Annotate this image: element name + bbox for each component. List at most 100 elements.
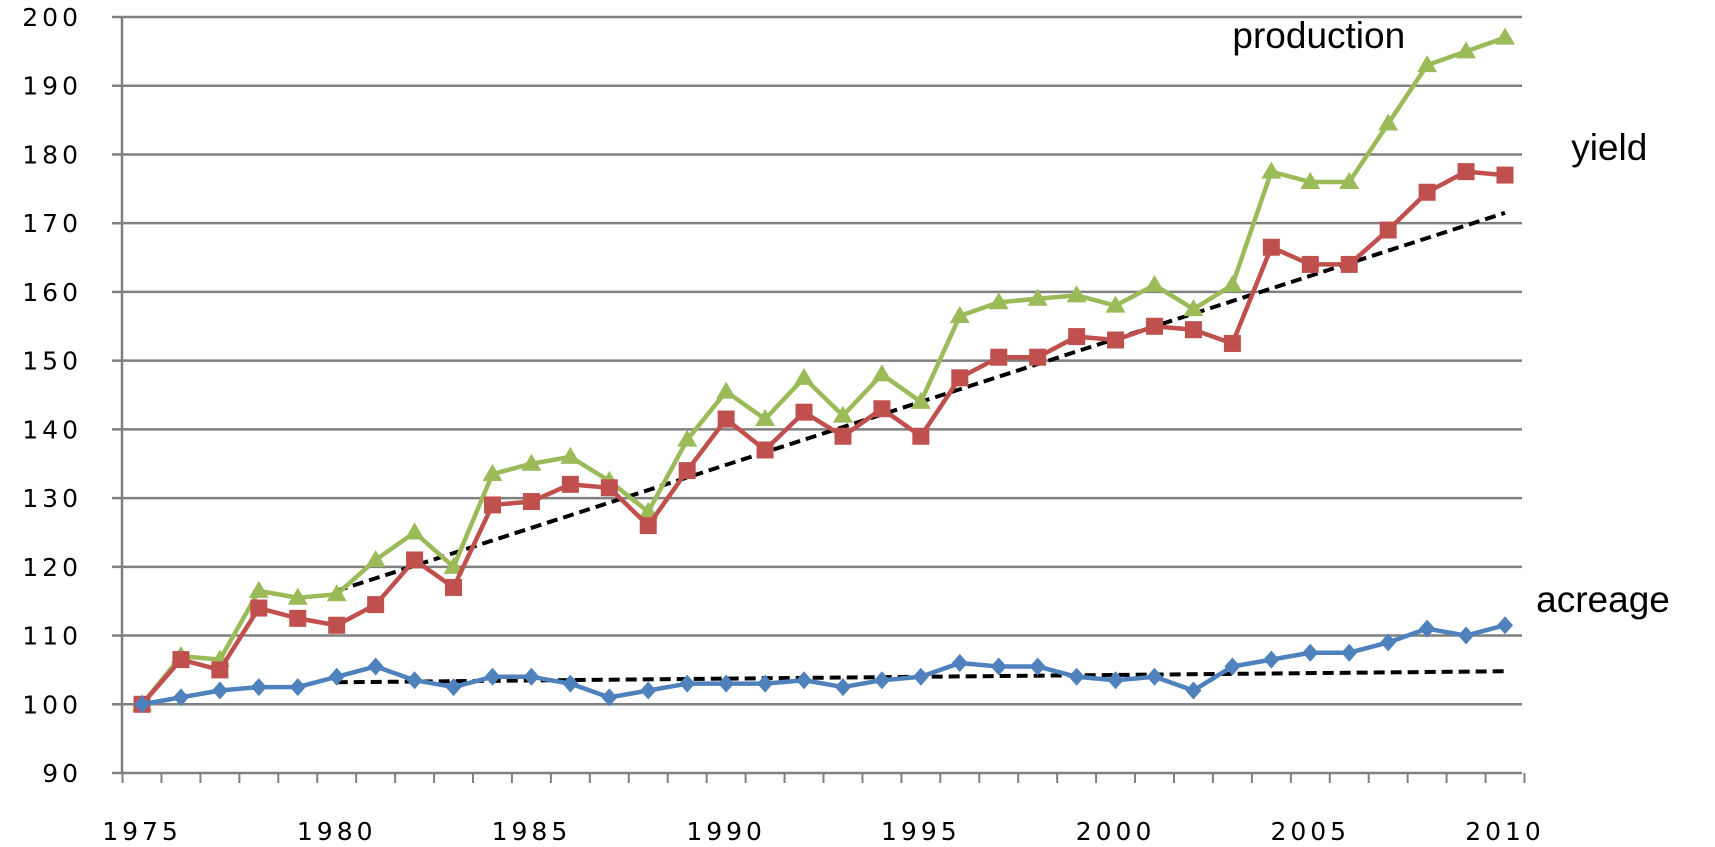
- data-point-production: [871, 364, 892, 382]
- data-point-yield: [406, 551, 424, 569]
- data-point-acreage: [757, 674, 774, 693]
- data-point-acreage: [367, 657, 384, 676]
- series-line-production: [140, 35, 1506, 706]
- data-point-acreage: [1380, 633, 1397, 652]
- y-tick-label: 100: [22, 690, 82, 719]
- data-point-production: [1144, 275, 1165, 293]
- y-tick-label: 160: [22, 278, 82, 307]
- data-point-yield: [1379, 221, 1397, 239]
- x-tick-label: 1985: [492, 817, 572, 846]
- data-point-yield: [1184, 321, 1202, 339]
- data-point-production: [1222, 275, 1243, 293]
- data-point-yield: [1262, 238, 1280, 256]
- data-point-yield: [600, 479, 618, 497]
- data-point-yield: [1301, 255, 1319, 273]
- data-point-production: [1261, 161, 1282, 179]
- data-point-acreage: [873, 671, 890, 690]
- data-point-production: [755, 409, 776, 427]
- series-label-production: production: [1232, 15, 1405, 56]
- x-tick-label: 1995: [881, 817, 961, 846]
- data-point-acreage: [1068, 667, 1085, 686]
- data-point-acreage: [640, 681, 657, 700]
- data-point-yield: [639, 517, 657, 535]
- data-point-production: [1300, 171, 1321, 189]
- data-point-acreage: [328, 667, 345, 686]
- data-point-yield: [951, 369, 969, 387]
- data-point-yield: [1340, 255, 1358, 273]
- series-line-acreage: [141, 623, 1506, 707]
- data-point-yield: [522, 493, 540, 511]
- data-point-acreage: [1263, 650, 1280, 669]
- y-tick-label: 190: [22, 72, 82, 101]
- data-point-production: [1495, 27, 1515, 45]
- data-point-yield: [678, 462, 696, 480]
- data-point-acreage: [172, 688, 189, 707]
- data-point-acreage: [912, 667, 929, 686]
- series-lines: [132, 27, 1515, 714]
- data-point-production: [521, 453, 542, 471]
- data-point-acreage: [484, 667, 501, 686]
- data-point-acreage: [406, 671, 423, 690]
- data-point-yield: [1418, 183, 1436, 201]
- data-point-production: [949, 305, 970, 323]
- data-point-production: [716, 381, 737, 399]
- x-tick-label: 2005: [1270, 817, 1350, 846]
- data-point-production: [1378, 113, 1399, 131]
- data-point-acreage: [523, 667, 540, 686]
- data-point-yield: [990, 348, 1008, 366]
- data-point-production: [910, 391, 931, 409]
- data-point-yield: [211, 661, 229, 679]
- data-point-production: [482, 464, 503, 482]
- data-point-acreage: [990, 657, 1007, 676]
- y-tick-label: 180: [22, 140, 82, 169]
- data-point-acreage: [445, 678, 462, 697]
- x-tick-label: 1990: [686, 817, 766, 846]
- data-point-yield: [1496, 166, 1514, 184]
- data-point-production: [794, 367, 815, 385]
- data-point-acreage: [951, 654, 968, 673]
- series-label-yield: yield: [1571, 127, 1647, 168]
- data-point-yield: [1068, 328, 1086, 346]
- data-point-acreage: [601, 688, 618, 707]
- data-point-acreage: [289, 678, 306, 697]
- data-point-yield: [834, 427, 852, 445]
- y-tick-label: 130: [22, 484, 82, 513]
- data-point-production: [1027, 288, 1048, 306]
- data-point-yield: [250, 599, 268, 617]
- data-point-yield: [1107, 331, 1125, 349]
- data-point-acreage: [1224, 657, 1241, 676]
- y-tick-label: 200: [22, 3, 82, 32]
- data-point-acreage: [562, 674, 579, 693]
- data-point-yield: [172, 651, 190, 669]
- data-point-production: [832, 405, 853, 423]
- y-tick-label: 110: [22, 622, 82, 651]
- y-tick-label: 150: [22, 347, 82, 376]
- y-tick-label: 140: [22, 415, 82, 444]
- data-point-yield: [912, 427, 930, 445]
- data-point-production: [248, 580, 269, 598]
- y-tick-label: 170: [22, 209, 82, 238]
- data-point-acreage: [1107, 671, 1124, 690]
- data-point-acreage: [1146, 667, 1163, 686]
- x-tick-label: 2000: [1076, 817, 1156, 846]
- data-point-acreage: [796, 671, 813, 690]
- data-point-yield: [1223, 334, 1241, 352]
- data-point-acreage: [834, 678, 851, 697]
- data-point-acreage: [1497, 616, 1513, 635]
- data-point-yield: [1029, 348, 1047, 366]
- data-point-yield: [1146, 317, 1164, 335]
- data-point-yield: [717, 410, 735, 428]
- data-point-acreage: [134, 695, 150, 714]
- data-point-acreage: [1458, 626, 1475, 645]
- y-tick-labels: 90 100 110 120 130 140 150 160 170 180 190 200: [22, 3, 82, 788]
- data-point-production: [1183, 299, 1204, 317]
- x-tick-label: 2010: [1465, 817, 1545, 846]
- series-label-acreage: acreage: [1536, 579, 1670, 620]
- data-point-production: [1105, 295, 1126, 313]
- x-tick-label: 1980: [297, 817, 377, 846]
- y-tick-label: 90: [42, 759, 82, 788]
- gridlines: [122, 15, 1522, 706]
- data-point-production: [404, 522, 425, 540]
- data-point-production: [677, 429, 698, 447]
